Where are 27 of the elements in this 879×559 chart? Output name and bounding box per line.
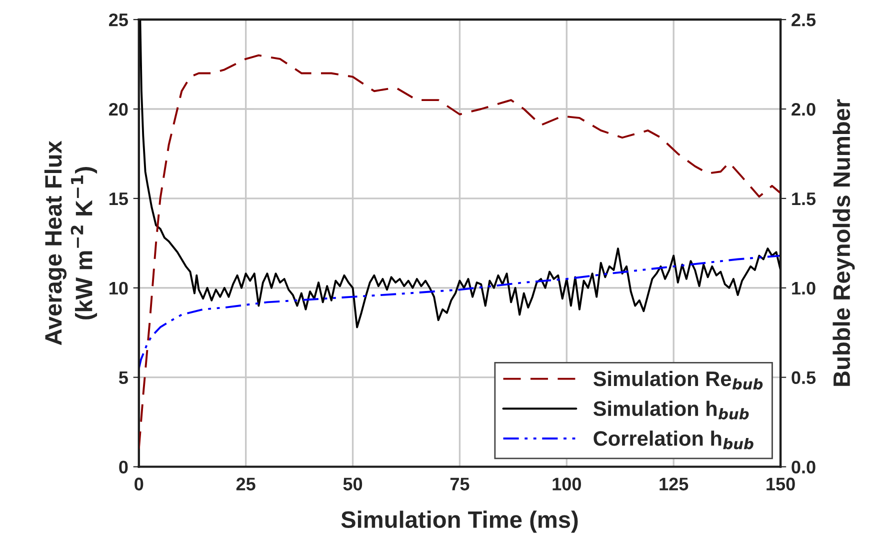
- y2-tick-label: 1.0: [792, 282, 816, 295]
- y-tick-label: 15: [110, 192, 128, 206]
- y2-tick-label: 2.5: [792, 14, 816, 26]
- y2-tick-label: 1.5: [792, 192, 816, 206]
- line-series: [138, 54, 781, 450]
- x-tick-label: 75: [450, 478, 470, 490]
- y-tick-label: 5: [118, 371, 128, 384]
- y-axis-title: Average Heat Flux (kW m$^{−2}$ K$^{−1}$): [44, 140, 98, 346]
- x-tick-label: 100: [552, 478, 581, 490]
- x-tick-label: 125: [660, 478, 688, 490]
- x-tick-label: 50: [343, 478, 362, 490]
- legend-label: Correlation h$_{bub}$: [594, 430, 754, 450]
- x-tick-label: 25: [236, 478, 256, 490]
- y2-tick-label: 0.0: [792, 460, 816, 474]
- legend-label: Simulation h$_{bub}$: [593, 400, 749, 420]
- x-tick-label: 0: [134, 478, 144, 490]
- y-tick-label: 20: [109, 102, 128, 116]
- y-tick-label: 25: [109, 14, 128, 26]
- x-tick-label: 150: [766, 478, 795, 490]
- y2-axis-title: Bubble Reynolds Number: [832, 99, 855, 386]
- y2-tick-label: 2.0: [792, 102, 816, 116]
- y-tick-label: 0: [119, 460, 128, 474]
- legend-label: Simulation Re$_{bub}$: [593, 370, 763, 390]
- y-tick-label: 10: [110, 282, 128, 295]
- y2-tick-label: 0.5: [792, 371, 816, 384]
- x-axis-title: Simulation Time (ms): [341, 510, 578, 533]
- line-series: [138, 254, 781, 370]
